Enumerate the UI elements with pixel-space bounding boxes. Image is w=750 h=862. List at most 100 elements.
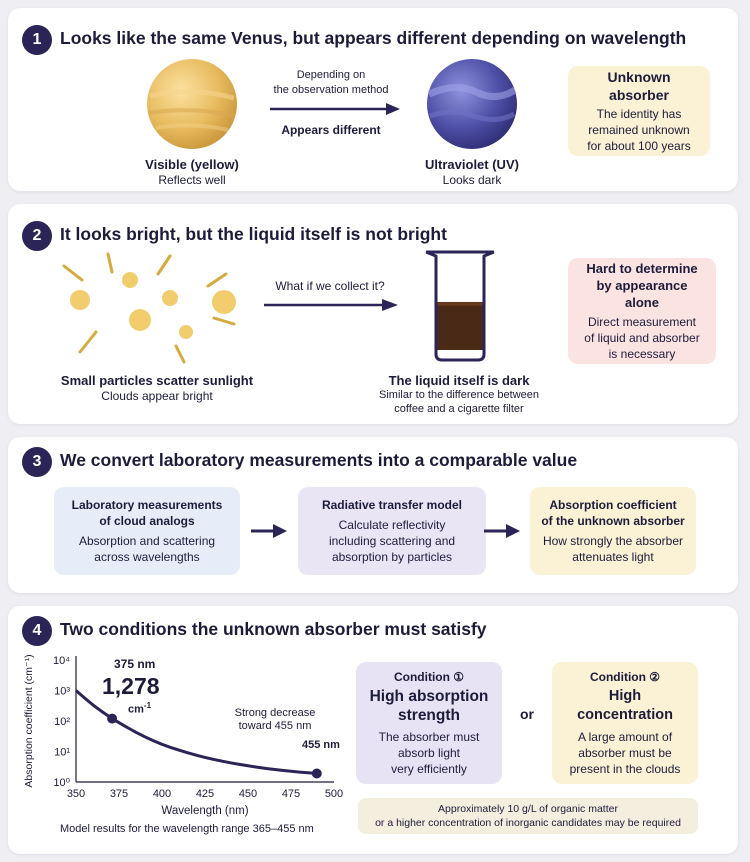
section-title: We convert laboratory measurements into … xyxy=(60,450,578,470)
callout-title: Hard to determine xyxy=(586,261,698,276)
box-title: Laboratory measurements xyxy=(71,498,223,512)
or-label: or xyxy=(520,706,534,722)
arrow-top-label-1: Depending on xyxy=(296,69,366,81)
data-point-marker xyxy=(311,768,322,779)
absorption-coefficient-box: Absorption coefficient of the unknown ab… xyxy=(530,487,696,575)
condition-label: Condition ② xyxy=(589,670,661,684)
box-line: Calculate reflectivity xyxy=(338,518,446,532)
note-line: Approximately 10 g/L of organic matter xyxy=(438,803,618,815)
section-number: 3 xyxy=(22,447,52,477)
callout-line: for about 100 years xyxy=(587,139,691,153)
uv-label: Ultraviolet (UV) xyxy=(425,157,519,172)
section-title: Two conditions the unknown absorber must… xyxy=(60,619,487,639)
visible-label: Visible (yellow) xyxy=(145,157,239,172)
box-title: of the unknown absorber xyxy=(541,514,685,528)
note-line: or a higher concentration of inorganic c… xyxy=(375,817,681,829)
arrow-label: What if we collect it? xyxy=(275,279,385,293)
x-tick-label: 375 xyxy=(110,788,128,800)
box-line: Absorption and scattering xyxy=(78,534,216,548)
condition-1-box: Condition ① High absorption strength The… xyxy=(356,662,502,784)
venus-ultraviolet-icon xyxy=(427,59,517,149)
absorption-chart: 10⁰ 10¹ 10² 10³ 10⁴ 350 375 400 425 450 475 500 Ab… xyxy=(23,654,343,817)
concentration-note: Approximately 10 g/L of organic matter o… xyxy=(358,798,698,834)
box-title: Radiative transfer model xyxy=(321,498,463,512)
section-title: It looks bright, but the liquid itself i… xyxy=(60,224,447,244)
condition-line: The absorber must xyxy=(378,730,480,744)
box-line: absorption by particles xyxy=(331,550,453,564)
right-arrow-icon xyxy=(251,524,287,538)
peak-wavelength-label: 375 nm xyxy=(114,657,156,671)
section-number: 4 xyxy=(22,616,52,646)
callout-line: of liquid and absorber xyxy=(584,331,700,345)
radiative-transfer-box: Radiative transfer model Calculate refle… xyxy=(298,487,486,575)
x-axis-label: Wavelength (nm) xyxy=(161,805,248,817)
decrease-annotation-2: toward 455 nm xyxy=(238,720,312,732)
condition-title: strength xyxy=(398,707,460,724)
particles-sub: Clouds appear bright xyxy=(101,389,213,403)
liquid-label: The liquid itself is dark xyxy=(388,373,530,388)
peak-unit-exponent: -1 xyxy=(143,701,152,710)
lab-measurements-box: Laboratory measurements of cloud analogs… xyxy=(54,487,240,575)
arrow-bottom-label: Appears different xyxy=(281,123,381,137)
condition-line: absorb light xyxy=(397,746,461,760)
data-point-marker xyxy=(107,713,118,724)
uv-sub: Looks dark xyxy=(442,173,502,187)
end-wavelength-label: 455 nm xyxy=(302,739,340,751)
right-arrow-icon xyxy=(264,299,398,311)
liquid-sub-1: Similar to the difference between xyxy=(379,389,539,401)
callout-line: remained unknown xyxy=(588,123,690,137)
x-tick-label: 350 xyxy=(67,788,85,800)
peak-unit-base: cm xyxy=(128,703,144,716)
determination-callout: Hard to determine by appearance alone Di… xyxy=(568,258,716,364)
x-tick-label: 425 xyxy=(196,788,214,800)
x-tick-label: 450 xyxy=(239,788,257,800)
callout-line: is necessary xyxy=(608,347,676,361)
right-arrow-icon xyxy=(484,524,520,538)
box-title: Absorption coefficient xyxy=(549,498,677,512)
unknown-absorber-callout: Unknown absorber The identity has remain… xyxy=(568,66,710,156)
condition-line: A large amount of xyxy=(577,730,673,744)
peak-unit: cm-1 xyxy=(128,698,151,718)
box-line: attenuates light xyxy=(572,550,654,564)
x-tick-label: 400 xyxy=(153,788,171,800)
scattering-particles-icon xyxy=(62,252,236,364)
x-tick-label: 475 xyxy=(282,788,300,800)
peak-value: 1,278 xyxy=(102,673,160,699)
section-2-card: 2 It looks bright, but the liquid itself… xyxy=(8,204,738,424)
condition-title: High concentration xyxy=(577,688,673,723)
arrow-top-label-2: the observation method xyxy=(273,84,389,96)
y-tick-label: 10⁰ xyxy=(53,777,70,789)
section-4-card: 4 Two conditions the unknown absorber mu… xyxy=(8,606,738,854)
section-title: Looks like the same Venus, but appears d… xyxy=(60,28,687,48)
callout-title: by appearance alone xyxy=(596,278,688,310)
section-number: 1 xyxy=(22,25,52,55)
visible-sub: Reflects well xyxy=(158,173,226,187)
particles-label: Small particles scatter sunlight xyxy=(60,373,254,388)
x-tick-label: 500 xyxy=(325,788,343,800)
condition-line: very efficiently xyxy=(391,762,467,776)
right-arrow-icon xyxy=(270,103,400,115)
section-3-card: 3 We convert laboratory measurements int… xyxy=(8,437,738,593)
box-line: How strongly the absorber xyxy=(542,534,684,548)
callout-line: Direct measurement xyxy=(587,315,697,329)
y-tick-label: 10³ xyxy=(54,686,70,698)
callout-title: Unknown absorber xyxy=(607,69,671,103)
beaker-icon xyxy=(425,250,495,362)
y-axis-label: Absorption coefficient (cm⁻¹) xyxy=(23,654,35,787)
liquid-sub-2: coffee and a cigarette filter xyxy=(394,403,524,415)
box-line: across wavelengths xyxy=(94,550,200,564)
section-1-card: 1 Looks like the same Venus, but appears… xyxy=(8,8,738,191)
condition-2-box: Condition ② High concentration A large a… xyxy=(552,662,698,784)
condition-line: present in the clouds xyxy=(569,762,681,776)
y-tick-label: 10² xyxy=(54,716,70,728)
box-line: including scattering and xyxy=(328,534,456,548)
condition-title: High absorption xyxy=(369,688,489,705)
condition-line: absorber must be xyxy=(578,746,672,760)
venus-visible-icon xyxy=(147,59,237,149)
section-number: 2 xyxy=(22,221,52,251)
chart-caption: Model results for the wavelength range 3… xyxy=(60,823,314,835)
decrease-annotation-1: Strong decrease xyxy=(234,707,316,719)
box-title: of cloud analogs xyxy=(99,514,195,528)
y-tick-label: 10⁴ xyxy=(53,655,70,667)
condition-label: Condition ① xyxy=(393,670,465,684)
